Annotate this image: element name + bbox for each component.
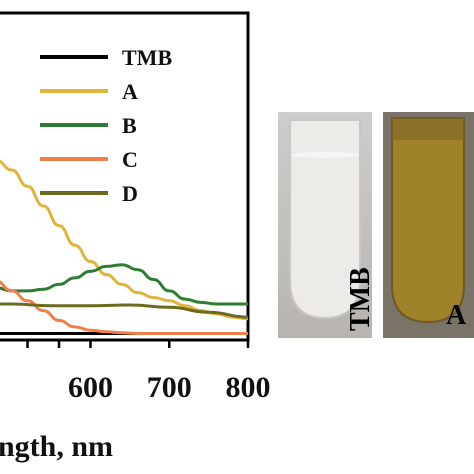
- legend-label-a: A: [122, 79, 138, 104]
- vial-photo-tmb: TMB: [278, 112, 376, 338]
- series-line-d: [0, 302, 249, 319]
- series-line-b: [0, 263, 248, 306]
- x-tick-label: 700: [147, 371, 192, 404]
- legend-label-d: D: [122, 181, 138, 206]
- legend-label-tmb: TMB: [122, 45, 172, 70]
- plot-frame: [0, 11, 250, 342]
- x-axis-title: ngth, nm: [0, 430, 113, 463]
- legend-label-b: B: [122, 113, 137, 138]
- legend-label-c: C: [122, 147, 138, 172]
- series-layer: [0, 159, 249, 335]
- vial-photo-a: A: [383, 112, 474, 338]
- vial-a-label: A: [446, 300, 467, 331]
- vial-tmb-tube: [289, 119, 361, 320]
- plot-area: 600 700 800: [0, 11, 271, 404]
- vial-tmb-label: TMB: [345, 267, 376, 331]
- tick-layer: 600 700 800: [26, 340, 271, 404]
- x-tick-label: 600: [68, 371, 113, 404]
- vial-a-tube: [391, 117, 465, 324]
- series-line-c: [0, 280, 248, 335]
- x-tick-label: 800: [226, 371, 271, 404]
